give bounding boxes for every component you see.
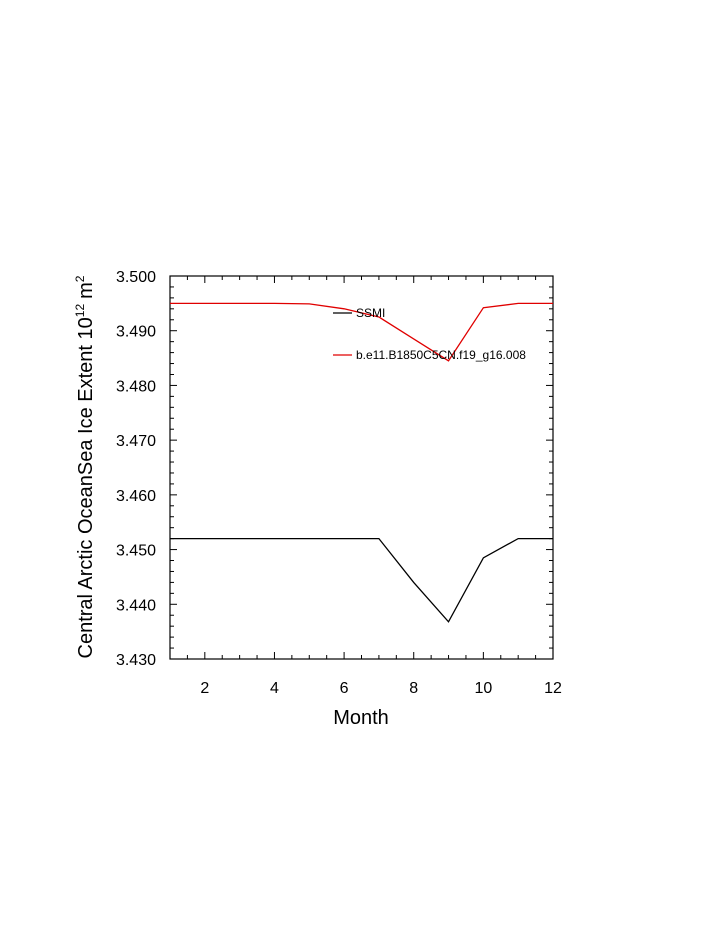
y-tick-label: 3.490 (116, 324, 156, 341)
y-tick-label: 3.470 (116, 433, 156, 450)
x-tick-label: 8 (409, 680, 418, 697)
axis-tick-labels: 2 4 6 8 10 12 3.430 3.440 3.450 3.460 3.470 3.480 3.… (116, 269, 562, 697)
y-tick-label: 3.480 (116, 378, 156, 395)
legend-label: SSMI (356, 306, 385, 320)
series-lines (170, 302, 553, 623)
y-axis-label-exponent: 12 (73, 304, 87, 318)
x-tick-label: 4 (270, 680, 279, 697)
legend: SSMI b.e11.B1850C5CN.f19_g16.008 (333, 306, 526, 362)
x-axis-label: Month (333, 707, 389, 729)
plot-frame (169, 275, 554, 660)
x-tick-label: 10 (474, 680, 492, 697)
y-tick-label: 3.430 (116, 652, 156, 669)
y-tick-label: 3.450 (116, 543, 156, 560)
series-line-model (170, 302, 553, 362)
y-axis-label-text: Central Arctic OceanSea Ice Extent 10 (75, 317, 97, 658)
y-axis-label: Central Arctic OceanSea Ice Extent 1012 m… (73, 275, 97, 658)
series-line-ssmi (170, 537, 553, 623)
x-tick-label: 2 (200, 680, 209, 697)
y-axis-label-unit: m (75, 282, 97, 299)
axis-ticks (169, 275, 554, 660)
x-tick-label: 6 (340, 680, 349, 697)
legend-label: b.e11.B1850C5CN.f19_g16.008 (356, 348, 526, 362)
y-axis-label-unit-exponent: 2 (73, 275, 87, 282)
y-tick-label: 3.460 (116, 488, 156, 505)
x-tick-label: 12 (544, 680, 562, 697)
y-tick-label: 3.500 (116, 269, 156, 286)
y-tick-label: 3.440 (116, 597, 156, 614)
